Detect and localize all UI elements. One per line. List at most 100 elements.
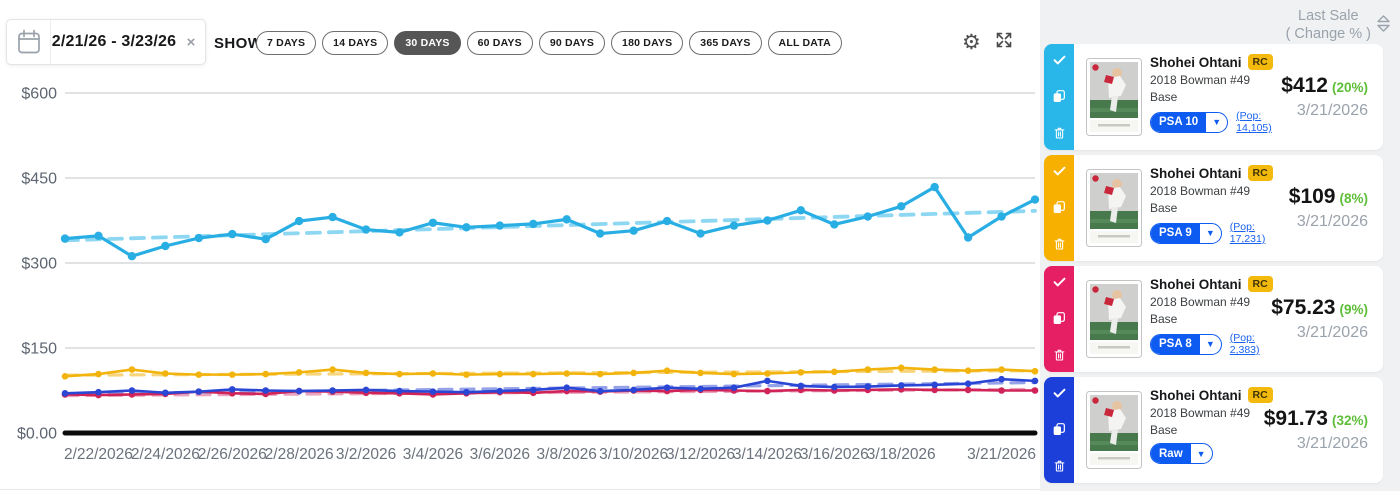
- svg-text:2/24/2026: 2/24/2026: [131, 446, 200, 463]
- svg-text:3/8/2026: 3/8/2026: [537, 446, 597, 463]
- change-percent: (20%): [1331, 80, 1368, 95]
- range-all-data[interactable]: ALL DATA: [767, 31, 842, 55]
- card-set: 2018 Bowman #49: [1150, 295, 1251, 309]
- select-checkbox[interactable]: [1051, 162, 1068, 180]
- card-row: Shohei Ohtani RC 2018 Bowman #49 Base PS…: [1044, 266, 1383, 372]
- row-color-strip: [1044, 266, 1074, 372]
- card-variant: Base: [1150, 312, 1178, 326]
- card-title: Shohei Ohtani: [1150, 276, 1242, 292]
- range-pills: 7 DAYS 14 DAYS 30 DAYS 60 DAYS 90 DAYS 1…: [256, 31, 842, 55]
- last-sale-block: $109 (8%) 3/21/2026: [1289, 185, 1368, 231]
- sort-icon[interactable]: [1377, 15, 1390, 35]
- rc-badge: RC: [1247, 276, 1273, 292]
- rc-badge: RC: [1247, 54, 1273, 70]
- last-sale-header: Last Sale ( Change % ): [1285, 8, 1371, 43]
- svg-text:3/21/2026: 3/21/2026: [967, 446, 1036, 463]
- trash-icon[interactable]: [1052, 236, 1067, 254]
- pop-link[interactable]: (Pop: 2,383): [1230, 332, 1260, 356]
- grade-label: PSA 10: [1151, 112, 1207, 132]
- card-variant: Base: [1150, 423, 1178, 437]
- pop-link[interactable]: (Pop: 14,105): [1236, 110, 1272, 134]
- svg-text:3/12/2026: 3/12/2026: [666, 446, 735, 463]
- divider: [0, 489, 1040, 490]
- last-sale-block: $91.73 (32%) 3/21/2026: [1264, 407, 1368, 453]
- pop-line1: (Pop:: [1229, 221, 1255, 233]
- grade-dropdown[interactable]: Raw ▼: [1150, 443, 1213, 464]
- card-image[interactable]: [1086, 391, 1142, 469]
- last-sale-date: 3/21/2026: [1296, 102, 1368, 119]
- copy-icon[interactable]: [1051, 310, 1067, 328]
- pop-line1: (Pop:: [1236, 110, 1262, 122]
- last-sale-block: $412 (20%) 3/21/2026: [1281, 74, 1368, 120]
- date-range-picker[interactable]: 2/21/26 - 3/23/26 ×: [6, 19, 206, 65]
- last-sale-price: $75.23: [1271, 296, 1336, 319]
- expand-icon[interactable]: [994, 30, 1014, 55]
- card-row: Shohei Ohtani RC 2018 Bowman #49 Base Ra…: [1044, 377, 1383, 483]
- range-14-days[interactable]: 14 DAYS: [322, 31, 389, 55]
- card-row: Shohei Ohtani RC 2018 Bowman #49 Base PS…: [1044, 44, 1383, 150]
- grade-label: Raw: [1151, 444, 1191, 463]
- rc-badge: RC: [1247, 165, 1273, 181]
- close-icon[interactable]: ×: [186, 33, 196, 51]
- last-sale-price: $412: [1281, 74, 1328, 97]
- pop-link[interactable]: (Pop: 17,231): [1230, 221, 1266, 245]
- svg-text:$300: $300: [21, 256, 57, 273]
- price-chart[interactable]: $0.00$150$300$450$6002/22/20262/24/20262…: [0, 0, 1040, 491]
- change-percent: (9%): [1339, 302, 1368, 317]
- trash-icon[interactable]: [1052, 347, 1067, 365]
- svg-text:3/4/2026: 3/4/2026: [403, 446, 463, 463]
- trash-icon[interactable]: [1052, 458, 1067, 476]
- card-image[interactable]: [1086, 169, 1142, 247]
- select-checkbox[interactable]: [1051, 384, 1068, 402]
- row-color-strip: [1044, 44, 1074, 150]
- range-365-days[interactable]: 365 DAYS: [689, 31, 762, 55]
- card-image[interactable]: [1086, 280, 1142, 358]
- select-checkbox[interactable]: [1051, 273, 1068, 291]
- chevron-down-icon: ▼: [1205, 228, 1215, 239]
- svg-text:2/26/2026: 2/26/2026: [198, 446, 267, 463]
- range-180-days[interactable]: 180 DAYS: [611, 31, 684, 55]
- last-sale-price: $91.73: [1263, 407, 1328, 430]
- grade-label: PSA 8: [1151, 334, 1200, 354]
- svg-text:$0.00: $0.00: [17, 426, 57, 443]
- last-sale-date: 3/21/2026: [1296, 435, 1368, 452]
- change-percent: (8%): [1339, 191, 1368, 206]
- svg-text:3/16/2026: 3/16/2026: [800, 446, 869, 463]
- range-7-days[interactable]: 7 DAYS: [256, 31, 317, 55]
- copy-icon[interactable]: [1051, 199, 1067, 217]
- date-range-text: 2/21/26 - 3/23/26: [51, 33, 177, 50]
- row-color-strip: [1044, 155, 1074, 261]
- range-90-days[interactable]: 90 DAYS: [538, 31, 606, 55]
- grade-dropdown[interactable]: PSA 10 ▼: [1150, 111, 1229, 133]
- card-set: 2018 Bowman #49: [1150, 73, 1251, 87]
- grade-label: PSA 9: [1151, 223, 1200, 243]
- svg-text:3/14/2026: 3/14/2026: [733, 446, 802, 463]
- card-image[interactable]: [1086, 58, 1142, 136]
- last-sale-date: 3/21/2026: [1296, 213, 1368, 230]
- card-variant: Base: [1150, 90, 1178, 104]
- gear-icon[interactable]: ⚙: [962, 31, 981, 54]
- range-60-days[interactable]: 60 DAYS: [466, 31, 533, 55]
- pop-line1: (Pop:: [1229, 332, 1255, 344]
- svg-text:3/18/2026: 3/18/2026: [867, 446, 936, 463]
- chevron-down-icon: ▼: [1212, 117, 1222, 128]
- svg-text:3/10/2026: 3/10/2026: [599, 446, 668, 463]
- card-title: Shohei Ohtani: [1150, 54, 1242, 70]
- last-sale-price: $109: [1288, 185, 1336, 208]
- copy-icon[interactable]: [1051, 88, 1067, 106]
- change-percent: (32%): [1331, 413, 1368, 428]
- grade-dropdown[interactable]: PSA 9 ▼: [1150, 222, 1222, 244]
- select-checkbox[interactable]: [1051, 51, 1068, 69]
- pop-line2: 17,231): [1229, 233, 1266, 246]
- grade-dropdown[interactable]: PSA 8 ▼: [1150, 333, 1222, 355]
- rc-badge: RC: [1247, 387, 1273, 403]
- card-set: 2018 Bowman #49: [1150, 406, 1251, 420]
- trash-icon[interactable]: [1052, 125, 1067, 143]
- copy-icon[interactable]: [1051, 421, 1067, 439]
- card-list-panel: Last Sale ( Change % ): [1040, 0, 1400, 491]
- svg-text:3/6/2026: 3/6/2026: [470, 446, 530, 463]
- card-variant: Base: [1150, 201, 1178, 215]
- range-30-days[interactable]: 30 DAYS: [394, 31, 461, 55]
- pop-line2: 14,105): [1236, 122, 1272, 135]
